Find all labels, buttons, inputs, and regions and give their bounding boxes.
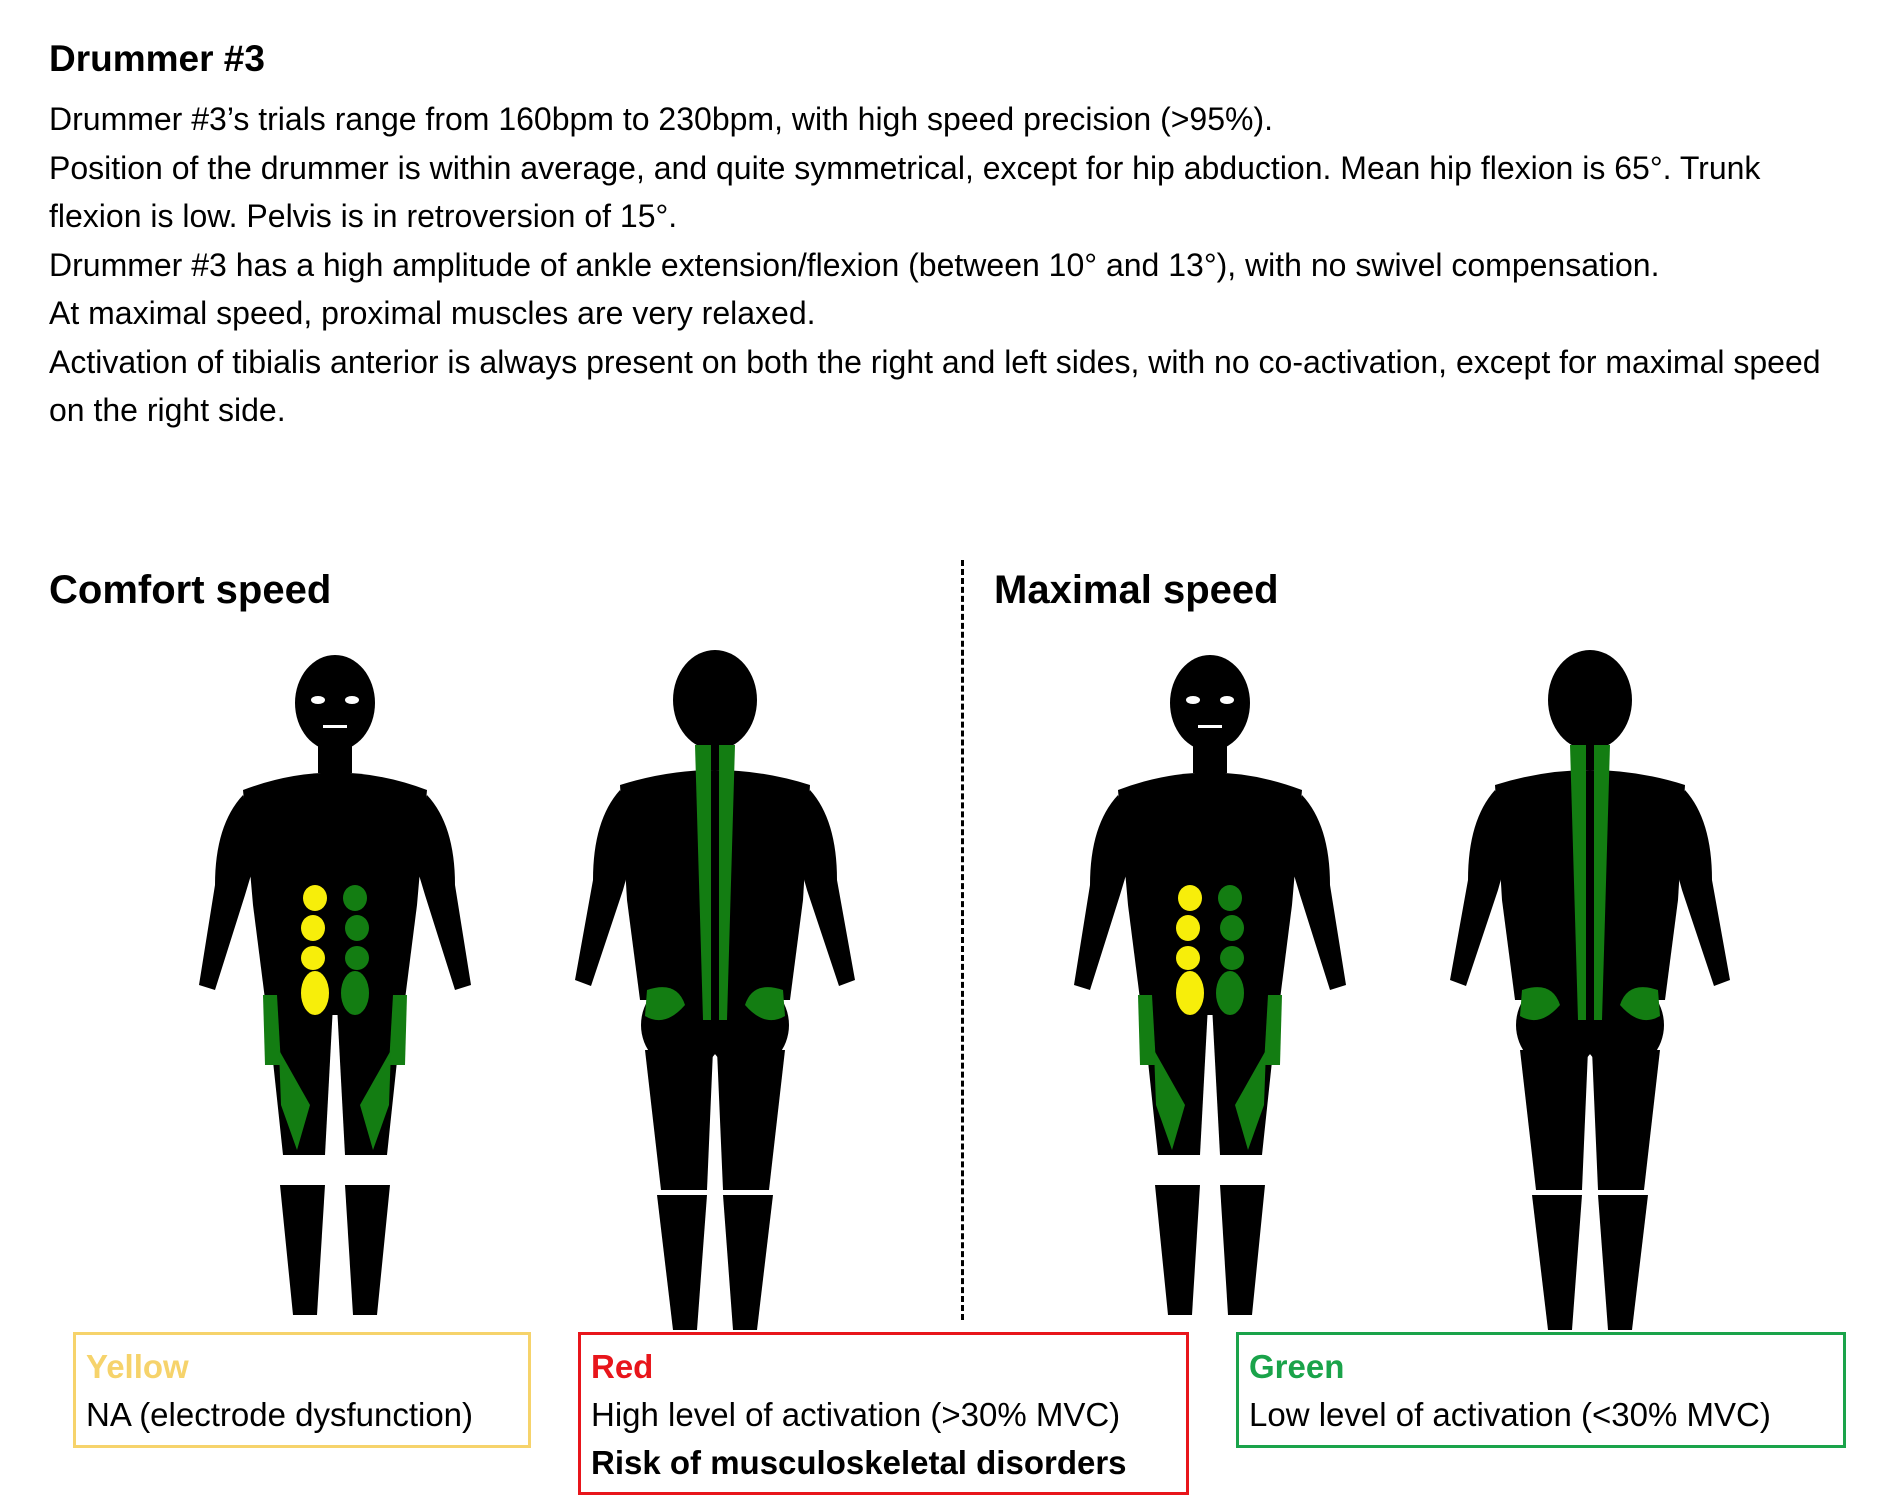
abdominal-muscles xyxy=(301,885,369,1015)
maximal-back-body-figure xyxy=(1450,650,1730,1330)
left-thigh xyxy=(1520,1050,1588,1190)
right-shin xyxy=(1220,1185,1265,1315)
legend-red-title: Red xyxy=(591,1348,654,1385)
head xyxy=(1548,650,1632,750)
right-calf xyxy=(1598,1195,1648,1330)
legend-green-title: Green xyxy=(1249,1348,1345,1385)
spine-muscles xyxy=(695,745,735,1020)
spine-muscles xyxy=(1570,745,1610,1020)
abdominal-muscles xyxy=(1176,885,1244,1015)
page-title: Drummer #3 xyxy=(49,38,265,79)
description-line: Position of the drummer is within averag… xyxy=(49,149,1761,235)
right-thigh xyxy=(1592,1050,1660,1190)
legend-red: Red High level of activation (>30% MVC) … xyxy=(578,1332,1189,1495)
right-thigh xyxy=(1212,1005,1278,1155)
legend-red-warning: Risk of musculoskeletal disorders xyxy=(591,1444,1127,1481)
maximal-speed-heading: Maximal speed xyxy=(994,568,1279,612)
section-divider xyxy=(961,560,964,1320)
legend-red-text: High level of activation (>30% MVC) xyxy=(591,1396,1121,1433)
neck xyxy=(1193,743,1227,773)
legend-green: Green Low level of activation (<30% MVC) xyxy=(1236,1332,1846,1448)
torso xyxy=(1118,772,1302,1015)
head xyxy=(295,655,375,751)
glute-medius-muscles xyxy=(645,987,785,1021)
left-arm xyxy=(1074,795,1135,990)
head xyxy=(1170,655,1250,751)
left-calf xyxy=(1532,1195,1582,1330)
torso xyxy=(620,770,810,1000)
right-arm xyxy=(1668,790,1730,986)
torso xyxy=(243,772,427,1015)
left-arm xyxy=(575,790,637,986)
left-shin xyxy=(1155,1185,1200,1315)
maximal-front-body-figure xyxy=(1074,655,1346,1315)
right-arm xyxy=(410,795,471,990)
neck xyxy=(318,743,352,773)
description-line: At maximal speed, proximal muscles are v… xyxy=(49,295,816,331)
head xyxy=(673,650,757,750)
legend-yellow-text: NA (electrode dysfunction) xyxy=(86,1396,474,1433)
legend-green-text: Low level of activation (<30% MVC) xyxy=(1249,1396,1771,1433)
left-thigh xyxy=(267,1005,333,1155)
legend-yellow: Yellow NA (electrode dysfunction) xyxy=(73,1332,531,1448)
right-arm xyxy=(1285,795,1346,990)
description-line: Activation of tibialis anterior is alway… xyxy=(49,343,1821,429)
left-thigh xyxy=(1142,1005,1208,1155)
legend-yellow-title: Yellow xyxy=(86,1348,189,1385)
left-calf xyxy=(657,1195,707,1330)
left-thigh xyxy=(645,1050,713,1190)
left-arm xyxy=(199,795,260,990)
glute-medius-muscles xyxy=(1520,987,1660,1021)
left-arm xyxy=(1450,790,1512,986)
right-shin xyxy=(345,1185,390,1315)
description-line: Drummer #3’s trials range from 160bpm to… xyxy=(49,101,1273,137)
right-arm xyxy=(793,790,855,986)
thigh-muscles xyxy=(263,995,407,1150)
right-thigh xyxy=(337,1005,403,1155)
comfort-speed-heading: Comfort speed xyxy=(49,568,332,612)
comfort-back-body-figure xyxy=(575,650,855,1330)
right-calf xyxy=(723,1195,773,1330)
torso xyxy=(1495,770,1685,1000)
thigh-muscles xyxy=(1138,995,1282,1150)
comfort-front-body-figure xyxy=(199,655,471,1315)
left-shin xyxy=(280,1185,325,1315)
description-line: Drummer #3 has a high amplitude of ankle… xyxy=(49,246,1660,283)
right-thigh xyxy=(717,1050,785,1190)
description: Drummer #3’s trials range from 160bpm to… xyxy=(49,95,1839,435)
